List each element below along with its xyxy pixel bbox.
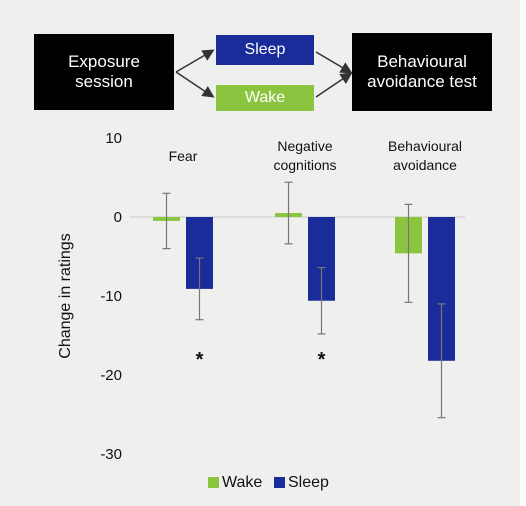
legend-swatch-sleep	[274, 477, 285, 488]
significance-asterisk: *	[196, 349, 204, 371]
legend-label-wake: Wake	[222, 474, 262, 491]
arrow-exposure-to-wake	[175, 71, 215, 98]
bar-sleep	[308, 217, 335, 301]
bar-wake	[153, 217, 180, 221]
significance-asterisk: *	[318, 349, 326, 371]
legend-swatch-wake	[208, 477, 219, 488]
sleep-box: Sleep	[216, 35, 314, 65]
flow-arrows	[175, 49, 353, 98]
y-tick-label: -10	[100, 288, 122, 305]
wake-box-label: Wake	[244, 88, 286, 106]
sleep-box-label: Sleep	[244, 40, 286, 58]
arrow-sleep-to-test	[315, 51, 353, 74]
y-tick-label: 0	[114, 209, 122, 226]
bar-sleep	[428, 217, 455, 361]
arrow-wake-to-test	[315, 72, 353, 98]
bar-wake	[395, 217, 422, 254]
arrow-exposure-to-sleep	[175, 49, 215, 73]
y-tick-label: 10	[105, 130, 122, 147]
y-tick-label: -20	[100, 367, 122, 384]
category-label: avoidance	[393, 157, 457, 173]
y-tick-label: -30	[100, 446, 122, 463]
exposure-session-box: Exposure session	[34, 34, 174, 110]
behavioural-avoidance-test-box: Behavioural avoidance test	[352, 33, 492, 111]
category-label: Fear	[169, 148, 198, 164]
category-label: Negative	[277, 138, 332, 154]
y-axis-label: Change in ratings	[57, 233, 74, 358]
bar-wake	[275, 213, 302, 217]
behavioural-avoidance-test-label: Behavioural avoidance test	[367, 52, 477, 91]
category-label: Behavioural	[388, 138, 462, 154]
category-label: cognitions	[273, 157, 336, 173]
exposure-session-label: Exposure session	[68, 52, 140, 91]
legend-label-sleep: Sleep	[288, 474, 329, 491]
wake-box: Wake	[216, 85, 314, 111]
bar-sleep	[186, 217, 213, 289]
